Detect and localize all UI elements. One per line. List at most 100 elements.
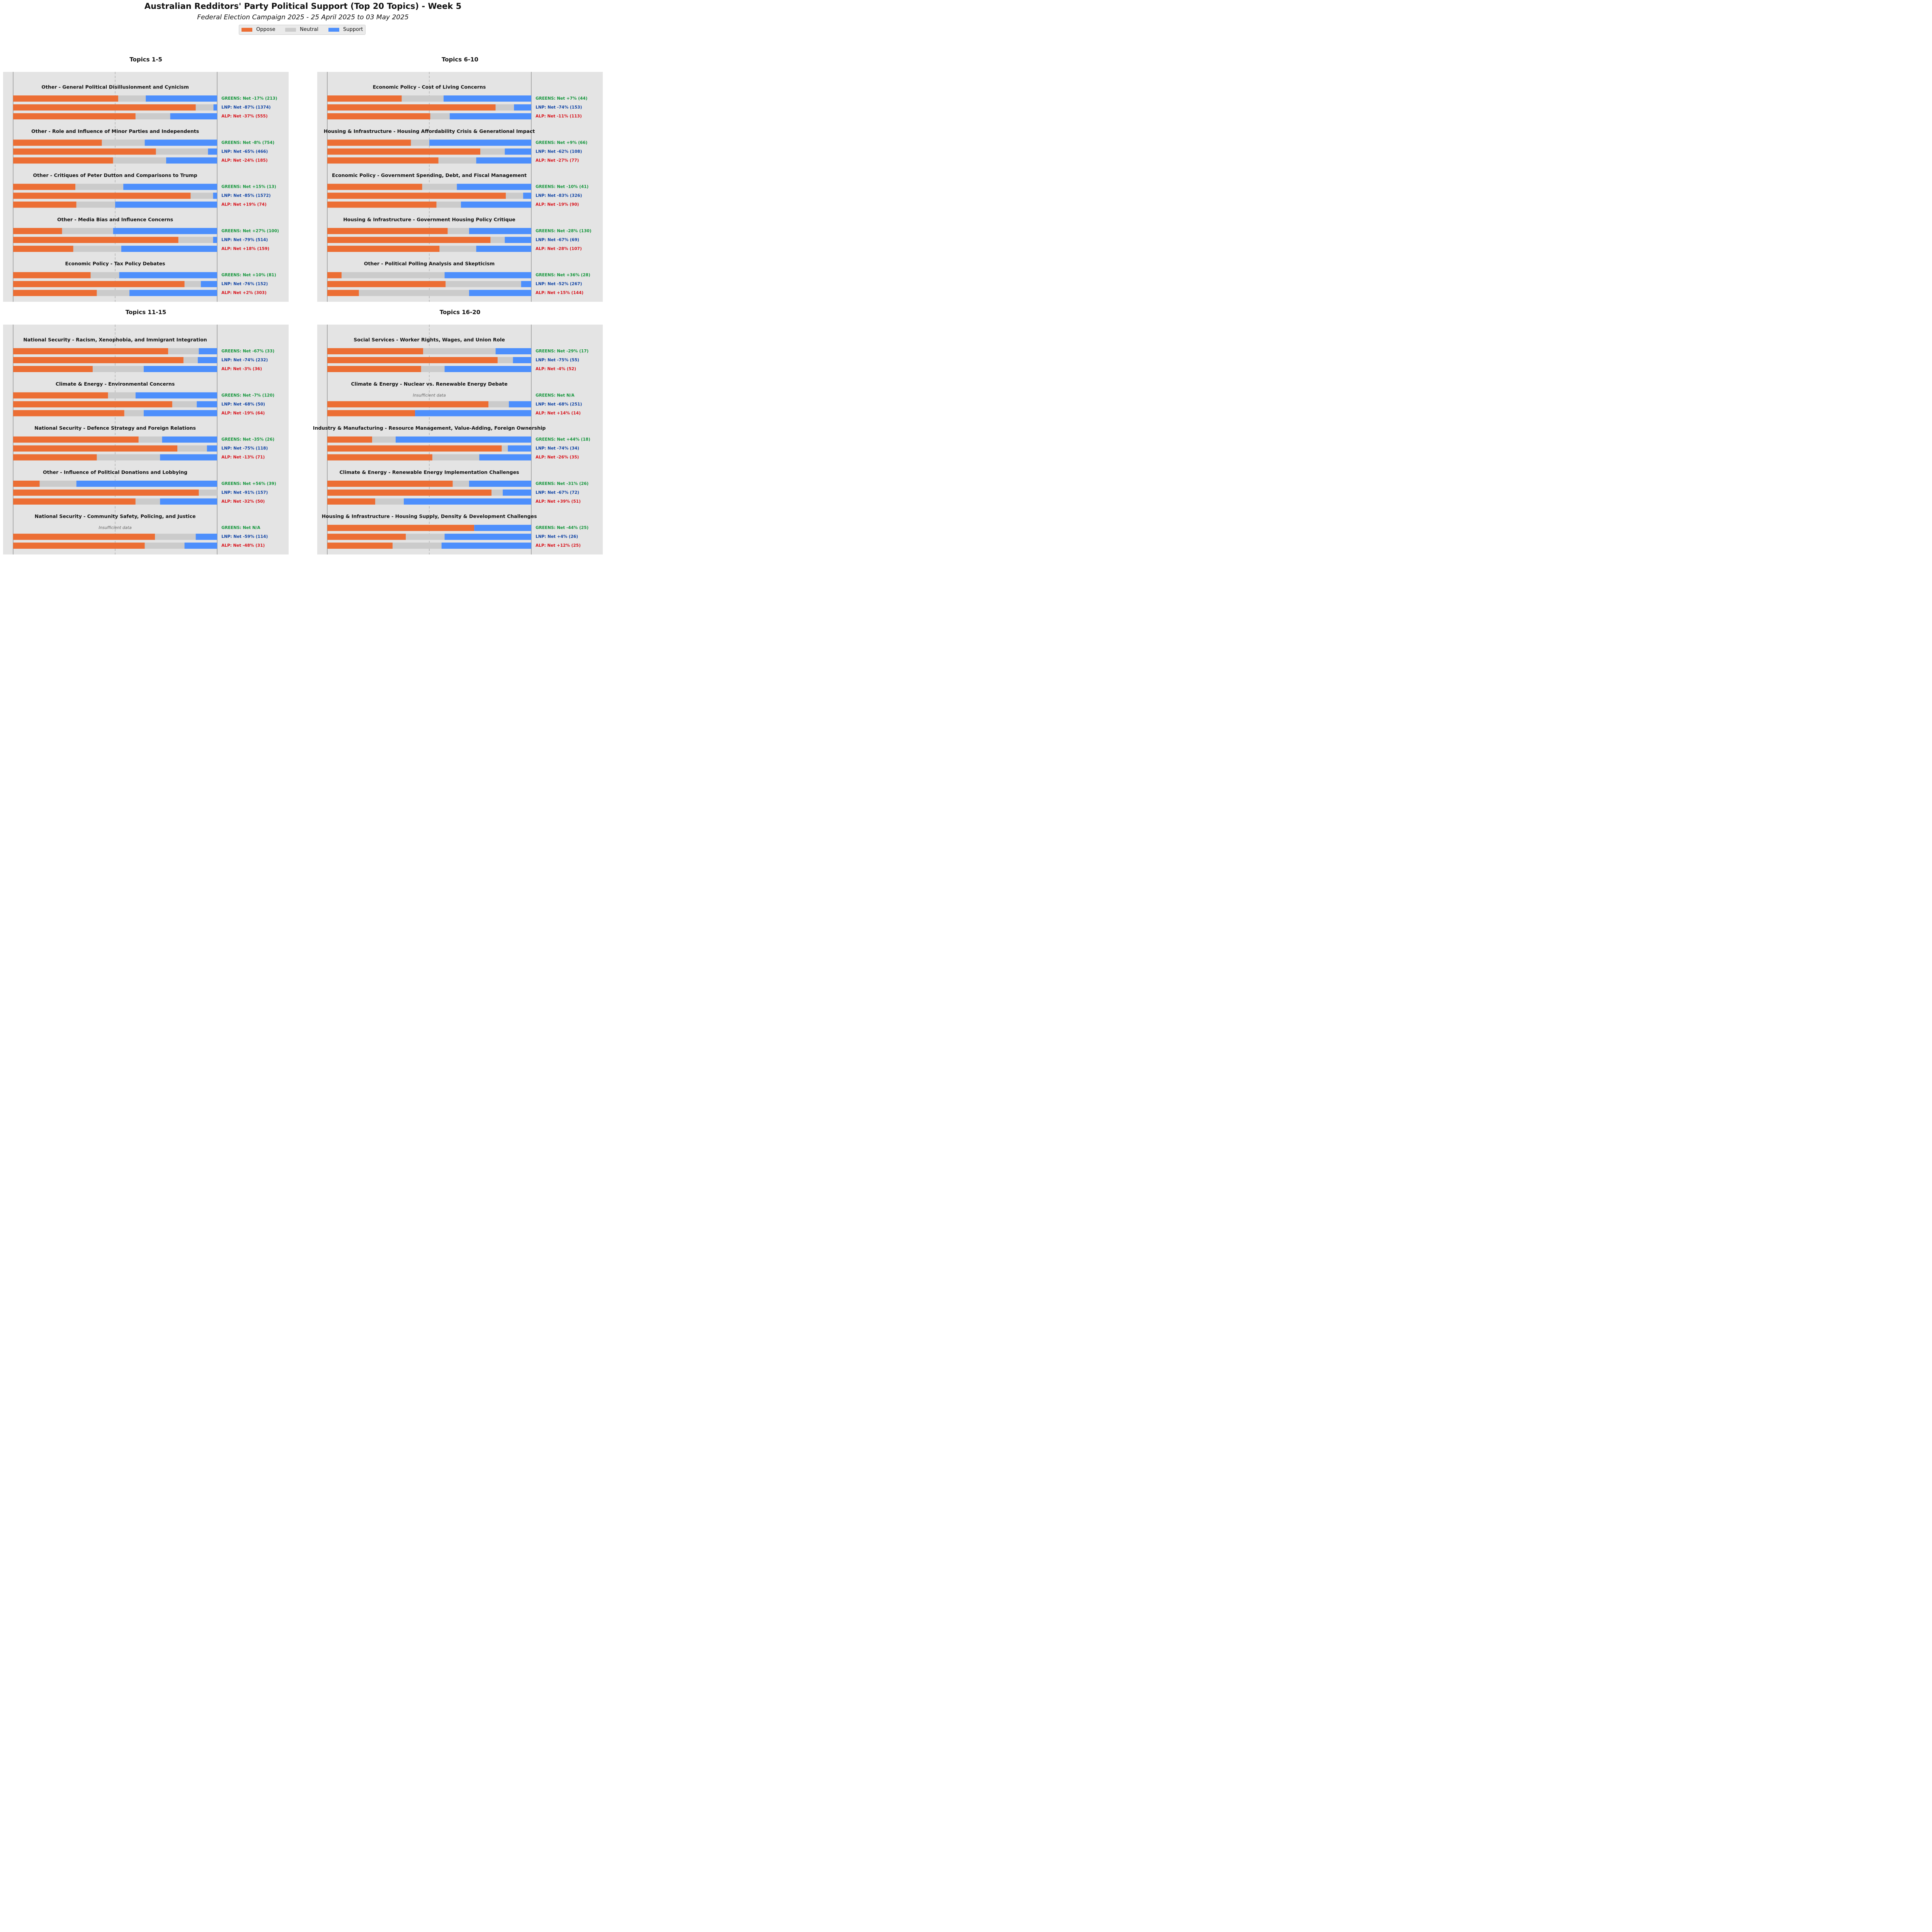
bar-segment-oppose-lnp bbox=[327, 534, 406, 540]
bar-segment-oppose-alp bbox=[327, 498, 376, 505]
bar-segment-neutral-greens bbox=[168, 348, 199, 354]
bar-segment-oppose-alp bbox=[13, 290, 97, 296]
net-label-greens: GREENS: Net -29% (17) bbox=[536, 349, 588, 354]
topic-title: Social Services - Worker Rights, Wages, … bbox=[354, 337, 505, 343]
net-label-lnp: LNP: Net -65% (466) bbox=[221, 149, 268, 154]
bar-segment-oppose-alp bbox=[13, 454, 97, 461]
bar-segment-oppose-lnp bbox=[327, 236, 491, 243]
bar-segment-support-lnp bbox=[509, 401, 531, 408]
bar-segment-support-alp bbox=[143, 366, 217, 372]
bar-segment-support-greens bbox=[457, 184, 531, 190]
net-label-greens: GREENS: Net +36% (28) bbox=[536, 273, 590, 277]
bar-segment-neutral-greens bbox=[372, 436, 396, 443]
bar-segment-support-lnp bbox=[514, 104, 531, 111]
bar-segment-neutral-greens bbox=[118, 95, 146, 102]
topic-title: Other - Critiques of Peter Dutton and Co… bbox=[33, 172, 197, 178]
net-label-alp: ALP: Net -19% (64) bbox=[221, 411, 265, 415]
bar-segment-support-alp bbox=[121, 245, 217, 252]
bar-segment-neutral-alp bbox=[135, 113, 170, 119]
bar-segment-support-alp bbox=[461, 201, 531, 208]
topic-title: Economic Policy - Tax Policy Debates bbox=[65, 261, 165, 267]
bar-segment-support-alp bbox=[184, 543, 217, 549]
net-label-greens: GREENS: Net -7% (120) bbox=[221, 393, 274, 398]
net-label-alp: ALP: Net +39% (51) bbox=[536, 499, 581, 504]
bar-segment-oppose-lnp bbox=[13, 489, 199, 496]
net-label-alp: ALP: Net +14% (14) bbox=[536, 411, 581, 415]
bar-segment-support-lnp bbox=[503, 489, 531, 496]
bar-segment-support-alp bbox=[115, 201, 217, 208]
net-label-lnp: LNP: Net -62% (108) bbox=[536, 149, 582, 154]
net-label-lnp: LNP: Net -75% (55) bbox=[536, 358, 579, 362]
bar-segment-oppose-alp bbox=[327, 201, 437, 208]
bar-segment-neutral-greens bbox=[452, 480, 469, 487]
legend-item-support: Support bbox=[328, 27, 363, 32]
bar-segment-oppose-greens bbox=[13, 348, 168, 354]
net-label-greens: GREENS: Net +10% (81) bbox=[221, 273, 276, 277]
net-label-greens: GREENS: Net -35% (26) bbox=[221, 437, 274, 442]
bar-segment-support-lnp bbox=[505, 236, 531, 243]
bar-segment-oppose-alp bbox=[13, 157, 113, 164]
bar-segment-oppose-lnp bbox=[327, 192, 506, 199]
bar-segment-support-alp bbox=[476, 245, 531, 252]
net-label-lnp: LNP: Net -85% (1572) bbox=[221, 194, 271, 198]
bar-segment-neutral-alp bbox=[92, 366, 144, 372]
bar-segment-neutral-greens bbox=[447, 228, 469, 234]
bar-segment-neutral-alp bbox=[392, 543, 442, 549]
net-label-alp: ALP: Net +15% (144) bbox=[536, 291, 583, 295]
bar-segment-oppose-lnp bbox=[13, 192, 191, 199]
legend-label-neutral: Neutral bbox=[300, 27, 318, 32]
bar-segment-neutral-lnp bbox=[177, 445, 207, 452]
bar-segment-oppose-alp bbox=[327, 157, 439, 164]
bar-segment-neutral-lnp bbox=[196, 104, 214, 111]
bar-segment-support-lnp bbox=[508, 445, 531, 452]
bar-segment-support-alp bbox=[404, 498, 531, 505]
topic-title: Housing & Infrastructure - Housing Suppl… bbox=[322, 514, 537, 519]
bar-segment-neutral-lnp bbox=[183, 357, 198, 363]
bar-segment-oppose-alp bbox=[327, 410, 415, 417]
topic-title: Other - General Political Disillusionmen… bbox=[41, 84, 189, 90]
net-label-lnp: LNP: Net +4% (26) bbox=[536, 534, 578, 539]
bar-segment-support-lnp bbox=[213, 104, 217, 111]
bar-segment-neutral-alp bbox=[438, 157, 476, 164]
bar-segment-support-greens bbox=[469, 480, 531, 487]
bar-segment-support-greens bbox=[76, 480, 217, 487]
net-label-greens: GREENS: Net N/A bbox=[536, 393, 575, 398]
bar-segment-neutral-lnp bbox=[480, 148, 505, 155]
panel-title-2: Topics 6-10 bbox=[441, 56, 478, 63]
bar-segment-neutral-lnp bbox=[184, 281, 201, 287]
bar-segment-neutral-lnp bbox=[490, 236, 505, 243]
bar-segment-neutral-alp bbox=[97, 290, 129, 296]
net-label-greens: GREENS: Net -31% (26) bbox=[536, 481, 588, 486]
bar-segment-neutral-alp bbox=[359, 290, 469, 296]
bar-segment-neutral-alp bbox=[76, 201, 115, 208]
bar-segment-oppose-lnp bbox=[13, 445, 178, 452]
bar-segment-neutral-alp bbox=[430, 113, 450, 119]
legend-item-oppose: Oppose bbox=[242, 27, 275, 32]
bar-segment-support-lnp bbox=[208, 148, 217, 155]
bar-segment-oppose-greens bbox=[327, 480, 453, 487]
net-label-greens: GREENS: Net +7% (44) bbox=[536, 96, 587, 101]
bar-segment-neutral-greens bbox=[422, 184, 457, 190]
net-label-greens: GREENS: Net -10% (41) bbox=[536, 185, 588, 189]
chart-title: Australian Redditors' Party Political Su… bbox=[144, 2, 462, 11]
topic-title: National Security - Racism, Xenophobia, … bbox=[23, 337, 207, 343]
bar-segment-neutral-greens bbox=[90, 272, 119, 279]
bar-segment-neutral-alp bbox=[439, 245, 476, 252]
topic-title: Other - Political Polling Analysis and S… bbox=[364, 261, 495, 267]
bar-segment-oppose-alp bbox=[13, 498, 136, 505]
net-label-lnp: LNP: Net -67% (72) bbox=[536, 490, 579, 495]
net-label-alp: ALP: Net +18% (159) bbox=[221, 247, 269, 251]
bar-segment-support-lnp bbox=[213, 192, 217, 199]
bar-segment-oppose-alp bbox=[327, 113, 430, 119]
bar-segment-support-alp bbox=[129, 290, 217, 296]
bar-segment-neutral-lnp bbox=[506, 192, 523, 199]
topic-title: Industry & Manufacturing - Resource Mana… bbox=[313, 425, 546, 431]
net-label-lnp: LNP: Net -67% (69) bbox=[536, 238, 579, 242]
net-label-greens: GREENS: Net +44% (18) bbox=[536, 437, 590, 442]
net-label-alp: ALP: Net -27% (77) bbox=[536, 158, 579, 163]
bar-segment-support-lnp bbox=[513, 357, 531, 363]
bar-segment-oppose-greens bbox=[13, 272, 91, 279]
bar-segment-support-greens bbox=[429, 139, 531, 146]
insufficient-data-label: Insufficient data bbox=[99, 526, 131, 530]
bar-segment-oppose-greens bbox=[327, 139, 411, 146]
